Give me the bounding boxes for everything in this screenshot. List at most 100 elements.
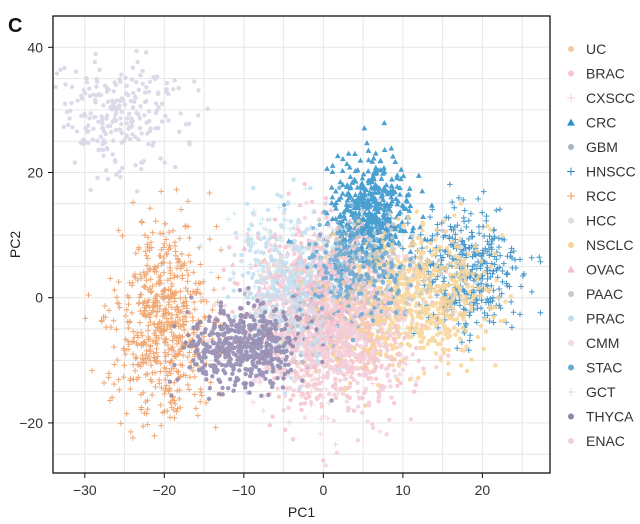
- data-point: [371, 198, 377, 204]
- data-point: [465, 235, 472, 242]
- data-point: [270, 414, 275, 419]
- data-point: [127, 386, 134, 392]
- data-point: [483, 281, 489, 288]
- data-point: [299, 270, 305, 276]
- data-point: [178, 206, 185, 213]
- data-point: [344, 284, 350, 290]
- data-point: [475, 286, 481, 291]
- data-point: [461, 218, 467, 225]
- data-point: [357, 157, 364, 163]
- data-point: [422, 371, 427, 376]
- data-point: [115, 227, 122, 234]
- data-point: [459, 347, 464, 352]
- data-point: [305, 316, 312, 322]
- data-point: [148, 362, 154, 369]
- data-point: [397, 175, 404, 182]
- data-point: [170, 227, 176, 234]
- data-point: [130, 351, 137, 357]
- data-point: [342, 377, 347, 382]
- data-point: [489, 270, 496, 277]
- data-point: [352, 150, 358, 156]
- data-point: [142, 232, 148, 239]
- data-point: [366, 189, 373, 195]
- data-point: [254, 308, 260, 313]
- data-point: [392, 189, 398, 195]
- data-point: [158, 319, 165, 326]
- data-point: [165, 351, 172, 358]
- data-point: [281, 210, 287, 216]
- data-point: [468, 303, 474, 308]
- data-point: [308, 377, 315, 384]
- data-point: [305, 371, 310, 376]
- data-point: [227, 377, 233, 382]
- data-point: [388, 325, 393, 330]
- data-point: [503, 271, 510, 278]
- data-point: [385, 205, 392, 212]
- data-point: [492, 251, 498, 256]
- data-point: [397, 269, 403, 274]
- data-point: [393, 340, 398, 345]
- data-point: [372, 211, 378, 217]
- data-point: [283, 276, 289, 281]
- data-point: [464, 368, 470, 374]
- data-point: [372, 164, 379, 170]
- data-point: [397, 344, 403, 349]
- data-point: [164, 408, 171, 414]
- data-point: [499, 268, 506, 274]
- data-point: [115, 279, 122, 285]
- data-point: [427, 248, 434, 255]
- data-point: [261, 250, 266, 256]
- data-point: [370, 155, 377, 161]
- data-point: [297, 307, 303, 312]
- data-point: [225, 216, 231, 223]
- data-point: [437, 317, 443, 322]
- data-point: [108, 324, 114, 330]
- data-point: [329, 194, 336, 200]
- data-point: [138, 391, 144, 398]
- data-point: [99, 318, 105, 325]
- data-point: [496, 286, 502, 292]
- data-point: [350, 272, 356, 277]
- data-point: [363, 403, 368, 408]
- data-point: [146, 297, 152, 303]
- data-point: [150, 299, 157, 306]
- data-point: [452, 231, 459, 238]
- data-point: [264, 302, 270, 307]
- data-point: [299, 367, 304, 373]
- data-point: [421, 279, 427, 284]
- data-point: [500, 260, 507, 267]
- data-point: [125, 301, 132, 308]
- data-point: [184, 278, 191, 285]
- data-point: [203, 298, 210, 305]
- data-point: [420, 213, 426, 219]
- data-point: [288, 375, 294, 381]
- data-point: [85, 292, 92, 298]
- data-point: [429, 206, 436, 213]
- data-point: [246, 242, 251, 247]
- data-point: [496, 295, 501, 300]
- data-point: [413, 378, 419, 385]
- data-point: [143, 252, 150, 259]
- data-point: [459, 238, 466, 245]
- data-point: [447, 223, 454, 230]
- data-point: [463, 311, 468, 316]
- data-point: [346, 321, 353, 327]
- data-point: [151, 354, 157, 361]
- data-point: [476, 230, 483, 237]
- data-point: [466, 245, 473, 252]
- data-point: [287, 386, 292, 391]
- data-point: [464, 294, 469, 300]
- data-point: [377, 197, 382, 203]
- data-point: [419, 238, 424, 243]
- data-point: [415, 172, 422, 178]
- data-point: [316, 294, 322, 300]
- data-point: [484, 275, 491, 282]
- data-point: [400, 245, 406, 252]
- data-point: [326, 235, 331, 241]
- data-point: [424, 266, 430, 271]
- data-point: [160, 288, 167, 295]
- data-point: [333, 395, 339, 401]
- data-point: [387, 188, 394, 194]
- data-point: [358, 298, 365, 305]
- data-point: [397, 372, 402, 377]
